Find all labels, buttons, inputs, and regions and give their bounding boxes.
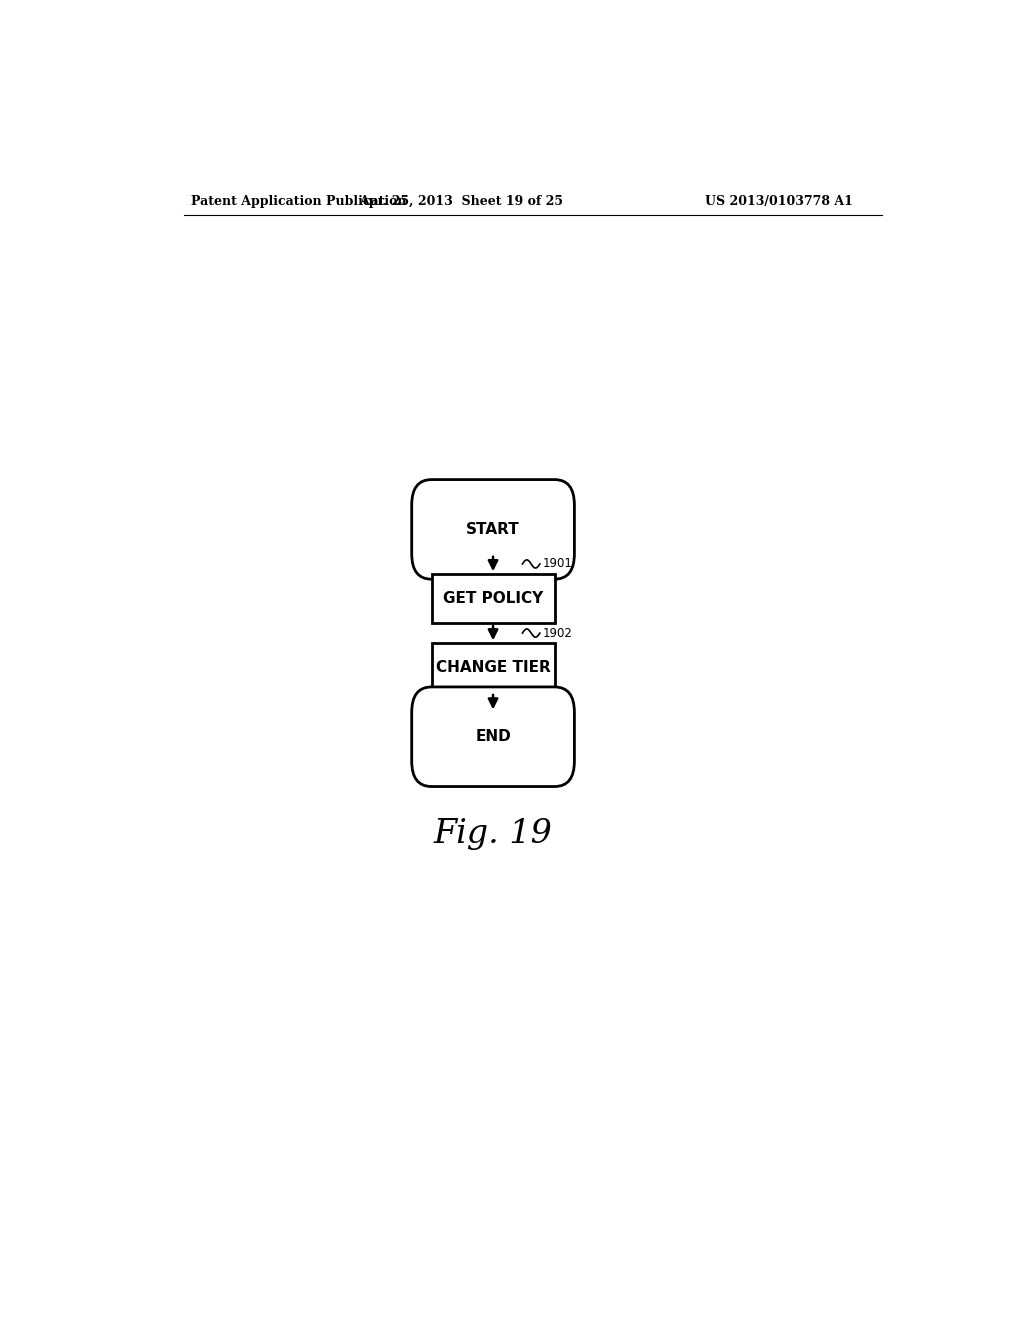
Text: Fig. 19: Fig. 19 xyxy=(433,818,553,850)
Text: US 2013/0103778 A1: US 2013/0103778 A1 xyxy=(705,194,853,207)
Text: Patent Application Publication: Patent Application Publication xyxy=(191,194,407,207)
Bar xyxy=(431,574,555,623)
Text: Apr. 25, 2013  Sheet 19 of 25: Apr. 25, 2013 Sheet 19 of 25 xyxy=(359,194,563,207)
Bar xyxy=(431,643,555,692)
Text: START: START xyxy=(466,521,520,537)
Text: 1901: 1901 xyxy=(543,557,572,570)
Text: GET POLICY: GET POLICY xyxy=(443,591,543,606)
FancyBboxPatch shape xyxy=(412,479,574,579)
Text: CHANGE TIER: CHANGE TIER xyxy=(435,660,551,675)
FancyBboxPatch shape xyxy=(412,686,574,787)
Text: 1902: 1902 xyxy=(543,627,572,640)
Text: END: END xyxy=(475,729,511,744)
